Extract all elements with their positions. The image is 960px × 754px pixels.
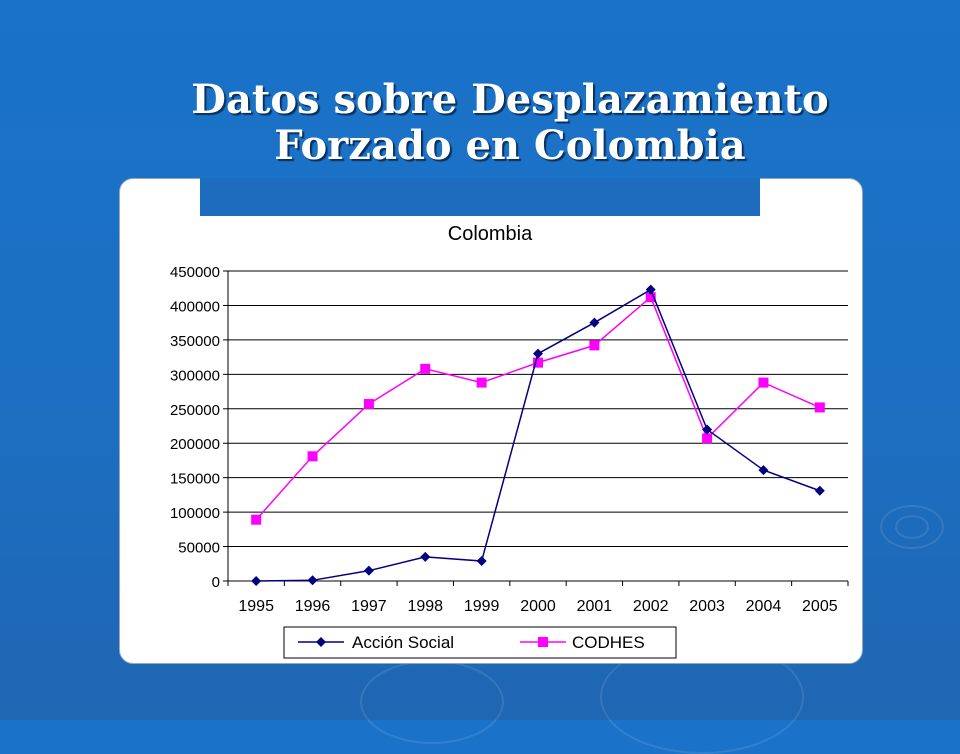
x-tick-label: 2004: [746, 598, 782, 615]
legend-label: CODHES: [572, 633, 645, 652]
legend-swatch-marker: [538, 637, 548, 647]
y-tick-label: 150000: [170, 471, 220, 488]
x-tick-label: 2000: [520, 598, 556, 615]
y-tick-label: 350000: [170, 333, 220, 350]
data-point: [758, 465, 769, 476]
x-tick-label: 2005: [802, 598, 838, 615]
x-tick-label: 1998: [407, 598, 443, 615]
series-0: [251, 284, 825, 586]
data-point: [476, 556, 487, 567]
y-tick-label: 50000: [178, 540, 220, 557]
data-point: [702, 433, 713, 444]
data-point: [533, 357, 543, 368]
data-point: [251, 576, 262, 586]
data-point: [645, 292, 656, 303]
axes: 0 50000 100000 150000 200000 250000 300000 3500…: [170, 264, 849, 615]
background-ripple: [895, 515, 929, 539]
data-point: [476, 377, 487, 388]
x-tick-label: 2002: [633, 598, 669, 615]
slide-title: Datos sobre Desplazamiento Forzado en Co…: [140, 75, 880, 169]
y-tick-label: 450000: [170, 264, 220, 281]
data-point: [814, 402, 825, 413]
data-point: [420, 363, 431, 374]
x-tick-label: 1995: [238, 598, 274, 615]
x-tick-label: 1996: [295, 598, 331, 615]
chart-header-banner: [200, 178, 760, 216]
grid-lines: [228, 270, 848, 548]
data-point: [251, 514, 262, 525]
y-tick-label: 250000: [170, 402, 220, 419]
series-line: [256, 288, 821, 582]
data-point: [533, 348, 543, 359]
data-point: [307, 575, 318, 586]
legend-label: Acción Social: [352, 633, 454, 652]
legend: Acción Social CODHES: [283, 626, 677, 659]
data-point: [589, 317, 600, 328]
data-point: [589, 340, 600, 351]
series-1: [251, 292, 825, 525]
data-point: [645, 284, 656, 295]
chart-title: Colombia: [448, 223, 533, 245]
chart-card: [119, 178, 863, 664]
x-tick-label: 1999: [464, 598, 500, 615]
data-point: [363, 565, 374, 576]
x-tick-label: 2003: [689, 598, 725, 615]
y-tick-label: 300000: [170, 367, 220, 384]
x-tick-label: 1997: [351, 598, 387, 615]
slide-title-line-1: Datos sobre Desplazamiento: [191, 75, 829, 123]
legend-swatch-marker: [316, 637, 326, 647]
y-tick-label: 400000: [170, 298, 220, 315]
data-point: [758, 377, 769, 388]
x-tick-label: 2001: [577, 598, 613, 615]
data-point: [363, 398, 374, 409]
y-tick-label: 200000: [170, 436, 220, 453]
data-point: [814, 485, 825, 496]
y-tick-label: 100000: [170, 505, 220, 522]
slide-title-line-2: Forzado en Colombia: [274, 121, 746, 169]
background-ripple: [880, 505, 944, 549]
line-chart: Colombia 0 50000 100000 150000 200000 250000 3…: [170, 223, 849, 659]
y-tick-label: 0: [212, 574, 220, 591]
series: [251, 284, 825, 586]
data-point: [702, 424, 713, 435]
data-point: [420, 551, 431, 562]
legend-box: [283, 626, 677, 659]
data-point: [307, 451, 318, 462]
